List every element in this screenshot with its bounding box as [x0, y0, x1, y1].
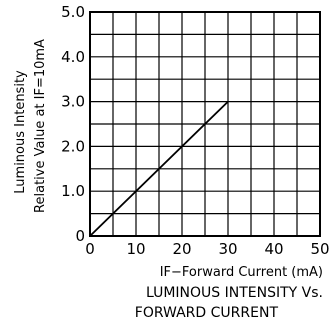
- y-tick-label: 3.0: [61, 93, 85, 111]
- series: [89, 100, 229, 237]
- y-axis-label-line2: Relative Value at IF=10mA: [33, 39, 48, 213]
- x-tick-label: 20: [172, 240, 191, 258]
- grid: [89, 11, 321, 237]
- caption-line1: LUMINOUS INTENSITY Vs.: [146, 285, 323, 301]
- x-tick-label: 50: [310, 240, 329, 258]
- x-tick-label: 0: [85, 240, 95, 258]
- x-tick-label: 10: [126, 240, 145, 258]
- x-tick-label: 30: [218, 240, 237, 258]
- x-tick-label: 40: [264, 240, 283, 258]
- y-tick-label: 1.0: [61, 182, 85, 200]
- x-ticks: 0 10 20 30 40 50: [85, 240, 329, 258]
- series-line: [89, 100, 229, 237]
- y-tick-label: 5.0: [61, 3, 85, 21]
- y-tick-label: 2.0: [61, 137, 85, 155]
- y-ticks: 0 1.0 2.0 3.0 4.0 5.0: [61, 3, 85, 245]
- plot-frame: [89, 11, 321, 237]
- x-axis-label: IF−Forward Current (mA): [160, 265, 323, 280]
- y-tick-label: 4.0: [61, 48, 85, 66]
- caption-line2: FORWARD CURRENT: [135, 305, 279, 321]
- y-tick-label: 0: [75, 227, 85, 245]
- y-axis-label-line1: Luminous Intensity: [13, 70, 28, 194]
